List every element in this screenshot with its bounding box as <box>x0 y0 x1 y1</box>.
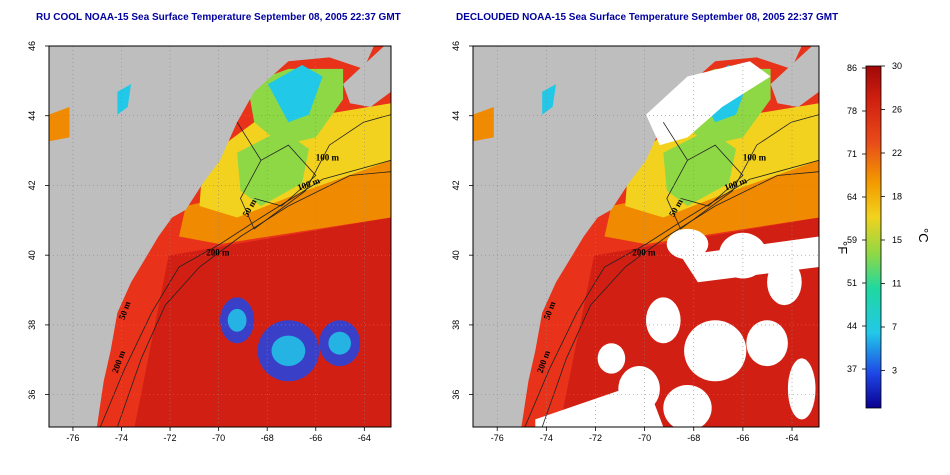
latitude-tick-label: 40 <box>27 250 37 260</box>
lake <box>542 84 556 115</box>
latitude-tick-label: 38 <box>451 320 461 330</box>
latitude-tick-label: 44 <box>451 111 461 121</box>
map-frame <box>48 45 392 428</box>
fahrenheit-tick-label: 51 <box>847 278 857 288</box>
longitude-tick-label: -76 <box>491 433 504 443</box>
celsius-label: °C <box>916 228 931 243</box>
latitude-tick-label: 46 <box>27 41 37 51</box>
cloud-mask <box>663 385 712 427</box>
latitude-tick-label: 36 <box>27 390 37 400</box>
longitude-tick-label: -74 <box>115 433 128 443</box>
bathymetry-contour <box>99 159 391 427</box>
bathymetry-contour <box>236 114 391 230</box>
cloud-mask <box>646 297 681 344</box>
cloud-edge-pixels <box>227 308 247 332</box>
cloud-mask <box>535 381 664 427</box>
longitude-tick-label: -74 <box>540 433 553 443</box>
fahrenheit-tick-label: 78 <box>847 106 857 116</box>
bathymetry-contour <box>662 114 819 230</box>
lake <box>117 84 132 115</box>
colorbar: 86 78 71 64 59 51 44 37 30 26 22 18 15 11 7 3 °F °C <box>835 61 931 409</box>
longitude-tick-label: -76 <box>66 433 79 443</box>
longitude-tick-label: -68 <box>687 433 700 443</box>
fahrenheit-tick-label: 59 <box>847 235 857 245</box>
celsius-tick-label: 7 <box>892 322 897 332</box>
longitude-tick-label: -68 <box>261 433 274 443</box>
celsius-tick-label: 11 <box>892 279 901 289</box>
bathymetry-contour <box>117 171 391 427</box>
latitude-tick-label: 46 <box>451 41 461 51</box>
longitude-tick-label: -64 <box>358 433 371 443</box>
contour-depth-label: 200 m <box>632 248 656 258</box>
bathymetry-contour <box>541 171 819 427</box>
inland-water-patch <box>49 107 70 142</box>
longitude-tick-label: -72 <box>589 433 602 443</box>
fahrenheit-tick-label: 64 <box>847 192 857 202</box>
latitude-tick-label: 40 <box>451 250 461 260</box>
cloud-mask <box>787 358 816 420</box>
longitude-tick-label: -66 <box>309 433 322 443</box>
cloud-edge-pixels <box>271 335 306 366</box>
georges-bank-water <box>237 129 309 206</box>
contour-depth-label: 200 m <box>206 248 230 258</box>
celsius-tick-label: 18 <box>892 192 902 202</box>
longitude-tick-label: -64 <box>786 433 799 443</box>
fahrenheit-label: °F <box>835 241 850 254</box>
latitude-tick-label: 38 <box>27 320 37 330</box>
fahrenheit-tick-label: 86 <box>847 63 857 73</box>
fahrenheit-tick-label: 44 <box>847 321 857 331</box>
celsius-tick-label: 3 <box>892 366 897 376</box>
fahrenheit-tick-label: 37 <box>847 364 857 374</box>
land-mass <box>473 46 802 427</box>
gulf-stream-warm-water <box>134 217 391 427</box>
cloud-mask <box>680 236 819 283</box>
longitude-tick-label: -70 <box>638 433 651 443</box>
longitude-tick-label: -66 <box>736 433 749 443</box>
cloud-edge-pixels <box>328 331 352 355</box>
cold-coastal-water <box>267 65 323 123</box>
latitude-tick-label: 36 <box>451 390 461 400</box>
cloud-mask <box>666 228 709 260</box>
map-frame <box>472 45 820 428</box>
georges-bank-water <box>663 129 736 206</box>
latitude-tick-label: 44 <box>27 111 37 121</box>
nova-scotia-land <box>770 46 819 107</box>
contour-depth-label: 100 m <box>743 152 767 162</box>
cloud-mask <box>684 320 747 382</box>
celsius-tick-label: 30 <box>892 61 902 71</box>
bathymetry-contour <box>254 144 317 207</box>
longitude-tick-label: -70 <box>212 433 225 443</box>
latitude-tick-label: 42 <box>27 180 37 190</box>
cloud-mask <box>597 343 626 374</box>
inland-water-patch <box>473 107 494 142</box>
contour-depth-label: 100 m <box>316 152 340 162</box>
celsius-tick-label: 26 <box>892 105 902 115</box>
colorbar-gradient <box>865 65 882 409</box>
bathymetry-contour <box>524 159 819 427</box>
fahrenheit-tick-label: 71 <box>847 149 857 159</box>
celsius-tick-label: 15 <box>892 235 902 245</box>
latitude-tick-label: 42 <box>451 180 461 190</box>
cloud-mask <box>746 320 788 367</box>
bathymetry-contour <box>680 144 744 207</box>
nova-scotia-land <box>343 46 391 107</box>
left-map-title: RU COOL NOAA-15 Sea Surface Temperature … <box>36 12 401 23</box>
land-mass <box>49 46 374 427</box>
celsius-tick-label: 22 <box>892 148 902 158</box>
longitude-tick-label: -72 <box>164 433 177 443</box>
right-map-title: DECLOUDED NOAA-15 Sea Surface Temperatur… <box>456 12 839 23</box>
cloud-mask-coastal <box>646 61 771 146</box>
